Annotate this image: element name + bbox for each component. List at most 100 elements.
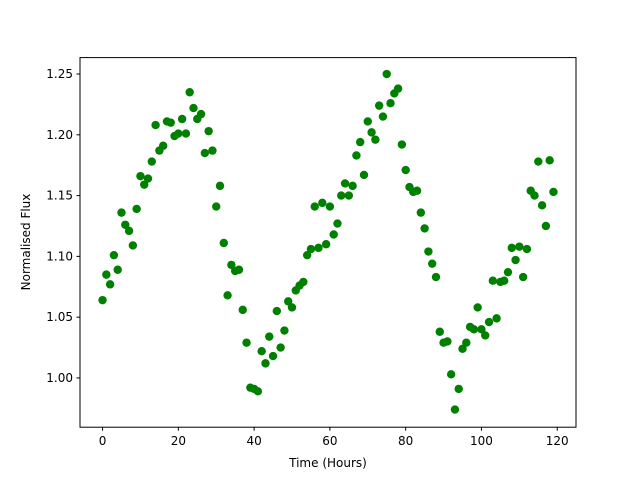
point <box>515 242 524 251</box>
point <box>473 303 482 312</box>
point <box>549 187 558 197</box>
point <box>181 129 191 138</box>
point <box>128 241 138 250</box>
point <box>284 297 293 306</box>
point <box>401 165 410 175</box>
point <box>541 221 551 231</box>
point <box>200 148 210 158</box>
point <box>166 118 175 127</box>
point <box>325 202 335 211</box>
point <box>174 129 183 138</box>
point <box>344 191 354 200</box>
x-tick-label: 120 <box>546 434 569 448</box>
point <box>412 186 422 195</box>
point <box>450 405 460 414</box>
point <box>367 128 376 137</box>
point <box>102 270 111 279</box>
point <box>382 69 391 79</box>
point <box>499 276 509 285</box>
point <box>443 337 452 346</box>
point <box>147 157 157 166</box>
point <box>484 317 494 327</box>
point <box>280 326 289 335</box>
point <box>136 171 145 181</box>
point <box>223 291 232 300</box>
point <box>189 103 198 113</box>
point <box>393 84 403 93</box>
point <box>257 347 266 356</box>
point <box>212 202 221 211</box>
point <box>238 305 247 315</box>
plot-frame <box>79 57 577 428</box>
point <box>462 338 471 347</box>
point <box>318 198 327 208</box>
y-tick-label: 1.25 <box>46 67 73 81</box>
point <box>132 204 141 214</box>
point <box>416 208 426 217</box>
point <box>208 146 217 155</box>
point <box>204 126 213 136</box>
point <box>348 181 357 191</box>
point <box>522 244 532 254</box>
y-tick-label: 1.05 <box>46 310 73 324</box>
point <box>363 117 372 126</box>
point <box>359 170 369 180</box>
point <box>113 265 122 274</box>
point <box>428 259 437 268</box>
point <box>242 338 251 347</box>
point <box>196 109 206 119</box>
point <box>321 240 331 249</box>
y-tick-label: 1.15 <box>46 189 73 203</box>
point <box>435 327 444 336</box>
point <box>420 224 429 233</box>
point <box>374 101 384 110</box>
point <box>329 230 338 239</box>
point <box>378 112 388 121</box>
point <box>253 387 263 396</box>
point <box>481 331 490 340</box>
point <box>105 280 115 289</box>
point <box>140 180 149 189</box>
y-tick-label: 1.10 <box>46 249 73 263</box>
point <box>158 141 168 150</box>
y-tick-label: 1.00 <box>46 371 73 385</box>
point <box>424 247 433 256</box>
point <box>219 238 228 248</box>
point <box>537 201 547 210</box>
y-axis-label: Normalised Flux <box>19 194 33 291</box>
point <box>310 202 319 211</box>
point <box>458 344 467 353</box>
x-tick-label: 80 <box>398 434 413 448</box>
point <box>545 156 554 165</box>
point <box>306 244 316 254</box>
point <box>117 208 126 217</box>
x-tick-label: 0 <box>99 434 107 448</box>
point <box>337 191 346 200</box>
point <box>234 265 244 274</box>
point <box>492 314 501 323</box>
point <box>386 98 395 108</box>
point <box>287 303 297 312</box>
point <box>124 226 134 236</box>
point <box>446 370 456 379</box>
point <box>215 181 225 191</box>
x-tick-label: 60 <box>322 434 337 448</box>
y-tick-label: 1.20 <box>46 128 73 142</box>
point <box>530 191 539 200</box>
point <box>109 250 119 260</box>
point <box>511 255 520 265</box>
point <box>333 219 342 228</box>
point <box>352 151 361 160</box>
point <box>265 332 274 341</box>
point <box>299 277 308 287</box>
point <box>518 272 528 282</box>
point <box>261 359 270 368</box>
point <box>431 272 441 282</box>
point <box>177 114 187 124</box>
x-axis-label: Time (Hours) <box>288 456 367 470</box>
point <box>143 174 153 183</box>
point <box>469 325 479 334</box>
point <box>302 250 312 260</box>
point <box>503 267 513 277</box>
